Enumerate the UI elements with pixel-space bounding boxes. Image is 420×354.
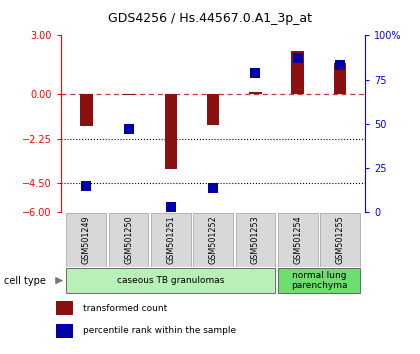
FancyBboxPatch shape [66,268,276,293]
Text: normal lung
parenchyma: normal lung parenchyma [291,271,347,290]
Text: transformed count: transformed count [83,304,167,313]
Text: GSM501251: GSM501251 [166,216,176,264]
Point [252,70,259,75]
Text: GSM501250: GSM501250 [124,216,133,264]
FancyBboxPatch shape [236,213,276,267]
Point [168,204,174,210]
Point [337,63,344,68]
Bar [291,51,304,95]
Text: percentile rank within the sample: percentile rank within the sample [83,326,236,335]
FancyBboxPatch shape [66,213,106,267]
Text: GSM501255: GSM501255 [336,216,344,264]
Bar [80,95,93,126]
Text: GSM501252: GSM501252 [209,216,218,264]
Point [294,56,301,61]
Bar [207,95,220,125]
Point [210,185,217,190]
FancyBboxPatch shape [278,268,360,293]
Bar [56,324,73,338]
FancyBboxPatch shape [193,213,233,267]
Text: GSM501254: GSM501254 [293,216,302,264]
Bar [56,301,73,315]
FancyBboxPatch shape [320,213,360,267]
Text: GDS4256 / Hs.44567.0.A1_3p_at: GDS4256 / Hs.44567.0.A1_3p_at [108,12,312,25]
Text: GSM501249: GSM501249 [82,216,91,264]
Bar [249,92,262,95]
Bar [165,95,177,169]
FancyBboxPatch shape [109,213,148,267]
Text: caseous TB granulomas: caseous TB granulomas [117,276,225,285]
Text: cell type: cell type [4,275,46,286]
Point [83,183,89,189]
Text: GSM501253: GSM501253 [251,216,260,264]
FancyBboxPatch shape [278,213,318,267]
Bar [333,63,346,95]
FancyBboxPatch shape [151,213,191,267]
Point [125,126,132,132]
